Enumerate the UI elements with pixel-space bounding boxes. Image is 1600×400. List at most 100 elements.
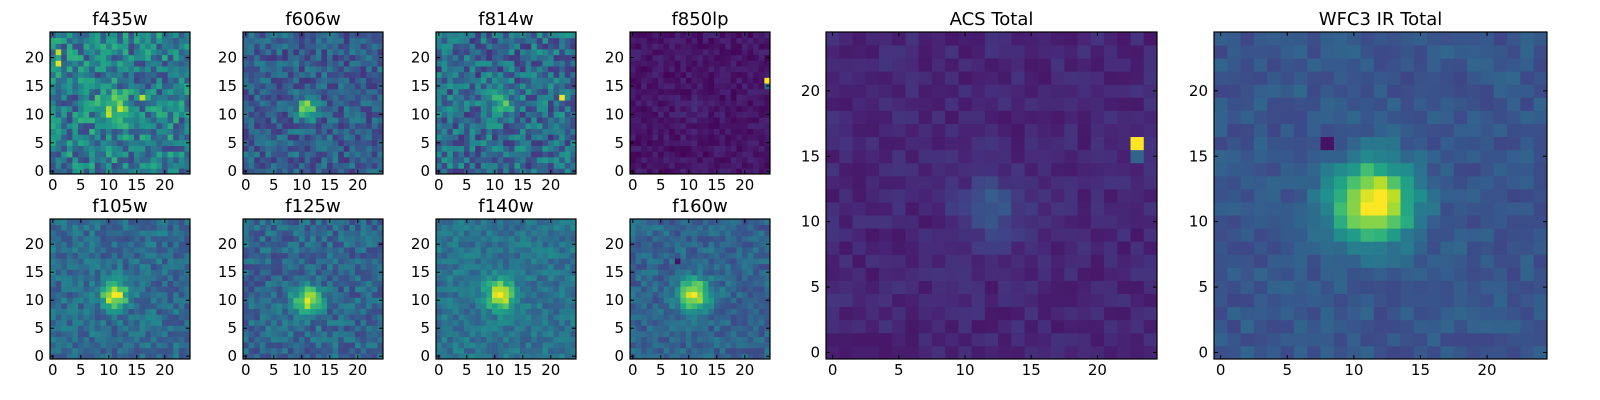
heatmap-cell xyxy=(106,319,112,326)
heatmap-cell xyxy=(480,224,487,231)
heatmap-cell xyxy=(441,100,448,107)
heatmap-cell xyxy=(652,275,659,281)
heatmap-cell xyxy=(282,303,289,309)
heatmap-cell xyxy=(758,83,765,90)
heatmap-cell xyxy=(646,156,653,164)
heatmap-cell xyxy=(652,291,659,298)
heatmap-cell xyxy=(332,111,339,118)
heatmap-cell xyxy=(128,151,135,158)
heatmap-cell xyxy=(271,258,277,265)
heatmap-cell xyxy=(464,280,470,287)
heatmap-cell xyxy=(248,258,255,265)
heatmap-cell xyxy=(747,325,754,332)
heatmap-cell xyxy=(134,258,140,265)
heatmap-cell xyxy=(83,37,90,44)
heatmap-cell xyxy=(747,162,754,169)
heatmap-cell xyxy=(669,134,676,141)
heatmap-cell xyxy=(299,105,305,112)
heatmap-cell xyxy=(570,43,577,50)
heatmap-cell xyxy=(714,314,720,321)
heatmap-cell xyxy=(338,162,345,169)
heatmap-cell xyxy=(646,162,653,169)
heatmap-cell xyxy=(360,88,367,95)
heatmap-cell xyxy=(276,280,283,287)
heatmap-cell xyxy=(464,66,470,73)
heatmap-cell xyxy=(635,162,642,169)
heatmap-cell xyxy=(742,71,748,78)
heatmap-cell xyxy=(61,314,68,321)
heatmap-cell xyxy=(753,88,760,95)
heatmap-cell xyxy=(271,314,277,321)
heatmap-cell xyxy=(686,37,692,44)
heatmap-cell xyxy=(299,49,305,56)
heatmap-cell xyxy=(287,32,294,39)
heatmap-cell xyxy=(719,168,726,175)
heatmap-cell xyxy=(271,252,277,259)
heatmap-cell xyxy=(117,49,124,56)
heatmap-cell xyxy=(145,319,152,326)
heatmap-cell xyxy=(156,37,163,44)
heatmap-cell xyxy=(259,347,266,354)
heatmap-cell xyxy=(287,224,294,231)
heatmap-cell xyxy=(377,43,384,50)
heatmap-cell xyxy=(321,162,328,169)
heatmap-cell xyxy=(310,331,317,337)
heatmap-cell xyxy=(686,111,692,118)
heatmap-cell xyxy=(691,336,698,343)
heatmap-cell xyxy=(702,145,709,152)
heatmap-cell xyxy=(50,156,56,164)
heatmap-cell xyxy=(338,32,345,39)
heatmap-cell xyxy=(525,88,532,95)
heatmap-cell xyxy=(646,269,653,276)
heatmap-cell xyxy=(321,331,328,337)
heatmap-cell xyxy=(321,353,328,360)
heatmap-cell xyxy=(652,77,659,84)
heatmap-cell xyxy=(514,325,521,332)
heatmap-cell xyxy=(371,49,378,56)
heatmap-cell xyxy=(697,77,704,84)
heatmap-cell xyxy=(355,342,361,349)
y-tick-label: 0 xyxy=(614,162,624,180)
heatmap-cell xyxy=(548,258,554,265)
heatmap-cell xyxy=(122,71,129,78)
heatmap-cell xyxy=(134,269,140,276)
heatmap-cell xyxy=(531,139,538,146)
heatmap-cell xyxy=(452,151,459,158)
heatmap-cell xyxy=(310,134,317,141)
heatmap-cell xyxy=(128,111,135,118)
heatmap-cell xyxy=(464,258,470,265)
heatmap-cell xyxy=(248,32,255,39)
heatmap-cell xyxy=(327,275,333,281)
heatmap-cell xyxy=(464,263,470,270)
heatmap-cell xyxy=(669,314,676,321)
heatmap-cell xyxy=(559,100,566,107)
heatmap-cell xyxy=(475,342,482,349)
heatmap-cell xyxy=(89,94,96,101)
heatmap-cell xyxy=(162,347,168,354)
heatmap-cell xyxy=(764,94,771,101)
heatmap-cell xyxy=(464,224,470,231)
heatmap-cell xyxy=(475,122,482,129)
heatmap-cell xyxy=(265,331,272,337)
heatmap-cell xyxy=(139,77,146,84)
heatmap-cell xyxy=(371,145,378,152)
heatmap-cell xyxy=(150,111,157,118)
heatmap-cell xyxy=(680,286,687,293)
heatmap-cell xyxy=(663,280,670,287)
heatmap-cell xyxy=(725,347,732,354)
heatmap-cell xyxy=(265,269,272,276)
heatmap-cell xyxy=(747,94,754,101)
heatmap-cell xyxy=(708,342,715,349)
heatmap-cell xyxy=(117,319,124,326)
heatmap-cell xyxy=(332,269,339,276)
heatmap-cell xyxy=(61,37,68,44)
heatmap-cell xyxy=(66,269,73,276)
heatmap-cells xyxy=(436,219,577,360)
heatmap-cell xyxy=(508,162,515,169)
heatmap-cell xyxy=(287,252,294,259)
heatmap-cell xyxy=(525,49,532,56)
heatmap-cell xyxy=(150,230,157,237)
heatmap-cell xyxy=(486,269,493,276)
heatmap-cell xyxy=(83,128,90,135)
heatmap-cell xyxy=(542,43,549,50)
